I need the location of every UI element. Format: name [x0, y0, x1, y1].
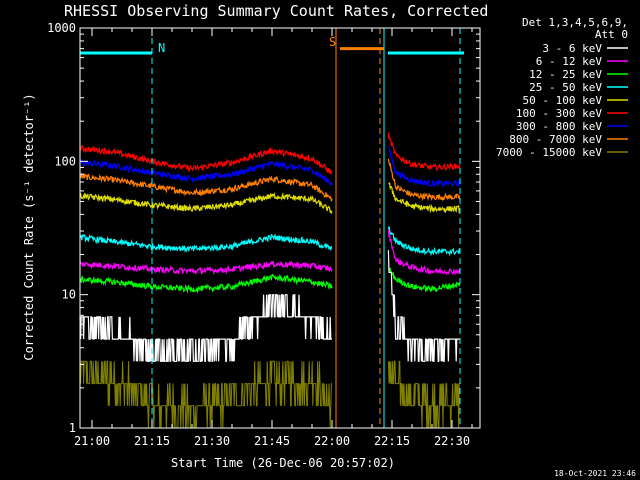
x-tick-label: 21:00 [74, 434, 110, 448]
chart-title: RHESSI Observing Summary Count Rates, Co… [64, 2, 488, 20]
plot-timestamp: 18-Oct-2021 23:46 [554, 469, 636, 478]
y-axis-label: Corrected Count Rate (s⁻¹ detector⁻¹) [22, 93, 36, 360]
series-line-3-segment-0 [79, 233, 332, 253]
series-line-6-segment-0 [79, 158, 333, 187]
legend-label-8: 7000 - 15000 keV [496, 146, 602, 159]
series-line-2-segment-1 [388, 266, 461, 293]
series-line-1-segment-1 [387, 229, 461, 277]
series-line-4-segment-1 [388, 182, 461, 214]
y-tick-label: 1 [69, 421, 76, 435]
axes: 1 10 100 1000 21:00 21:15 21:30 21:45 22:00 22:15… [47, 21, 481, 448]
series-line-0-segment-1 [387, 250, 460, 362]
series-line-8-segment-1 [387, 360, 460, 429]
legend-label-5: 100 - 300 keV [516, 107, 602, 120]
x-tick-label: 21:45 [254, 434, 290, 448]
legend-label-2: 12 - 25 keV [529, 68, 602, 81]
x-tick-label: 21:30 [194, 434, 230, 448]
series-line-7-segment-1 [387, 158, 461, 202]
series-line-0-segment-0 [79, 294, 332, 362]
x-tick-label: 21:15 [134, 434, 170, 448]
plot-frame [79, 27, 481, 429]
y-tick-label: 100 [54, 154, 76, 168]
y-tick-label: 1000 [47, 21, 76, 35]
series-line-2-segment-0 [79, 273, 333, 294]
series-line-6-segment-1 [388, 145, 461, 188]
x-tick-label: 22:30 [434, 434, 470, 448]
legend-header-2: Att 0 [595, 28, 628, 41]
series-line-7-segment-0 [79, 172, 333, 202]
legend-label-1: 6 - 12 keV [536, 55, 603, 68]
x-tick-label: 22:15 [374, 434, 410, 448]
annotation-label-1: S [329, 35, 336, 49]
legend-label-7: 800 - 7000 keV [509, 133, 602, 146]
series-line-1-segment-0 [79, 260, 333, 276]
legend-header-1: Det 1,3,4,5,6,9, [522, 16, 628, 29]
y-tick-label: 10 [62, 288, 76, 302]
legend-label-0: 3 - 6 keV [542, 42, 602, 55]
series-line-8-segment-0 [79, 360, 332, 429]
x-tick-label: 22:00 [314, 434, 350, 448]
series-line-5-segment-0 [79, 145, 333, 175]
legend-label-4: 50 - 100 keV [523, 94, 603, 107]
x-axis-label: Start Time (26-Dec-06 20:57:02) [171, 456, 395, 470]
legend-label-6: 300 - 800 keV [516, 120, 602, 133]
annotation-label-0: N [158, 41, 165, 55]
legend-label-3: 25 - 50 keV [529, 81, 602, 94]
series-line-3-segment-1 [387, 226, 460, 257]
series-line-4-segment-0 [79, 191, 333, 214]
series-line-5-segment-1 [387, 132, 461, 171]
